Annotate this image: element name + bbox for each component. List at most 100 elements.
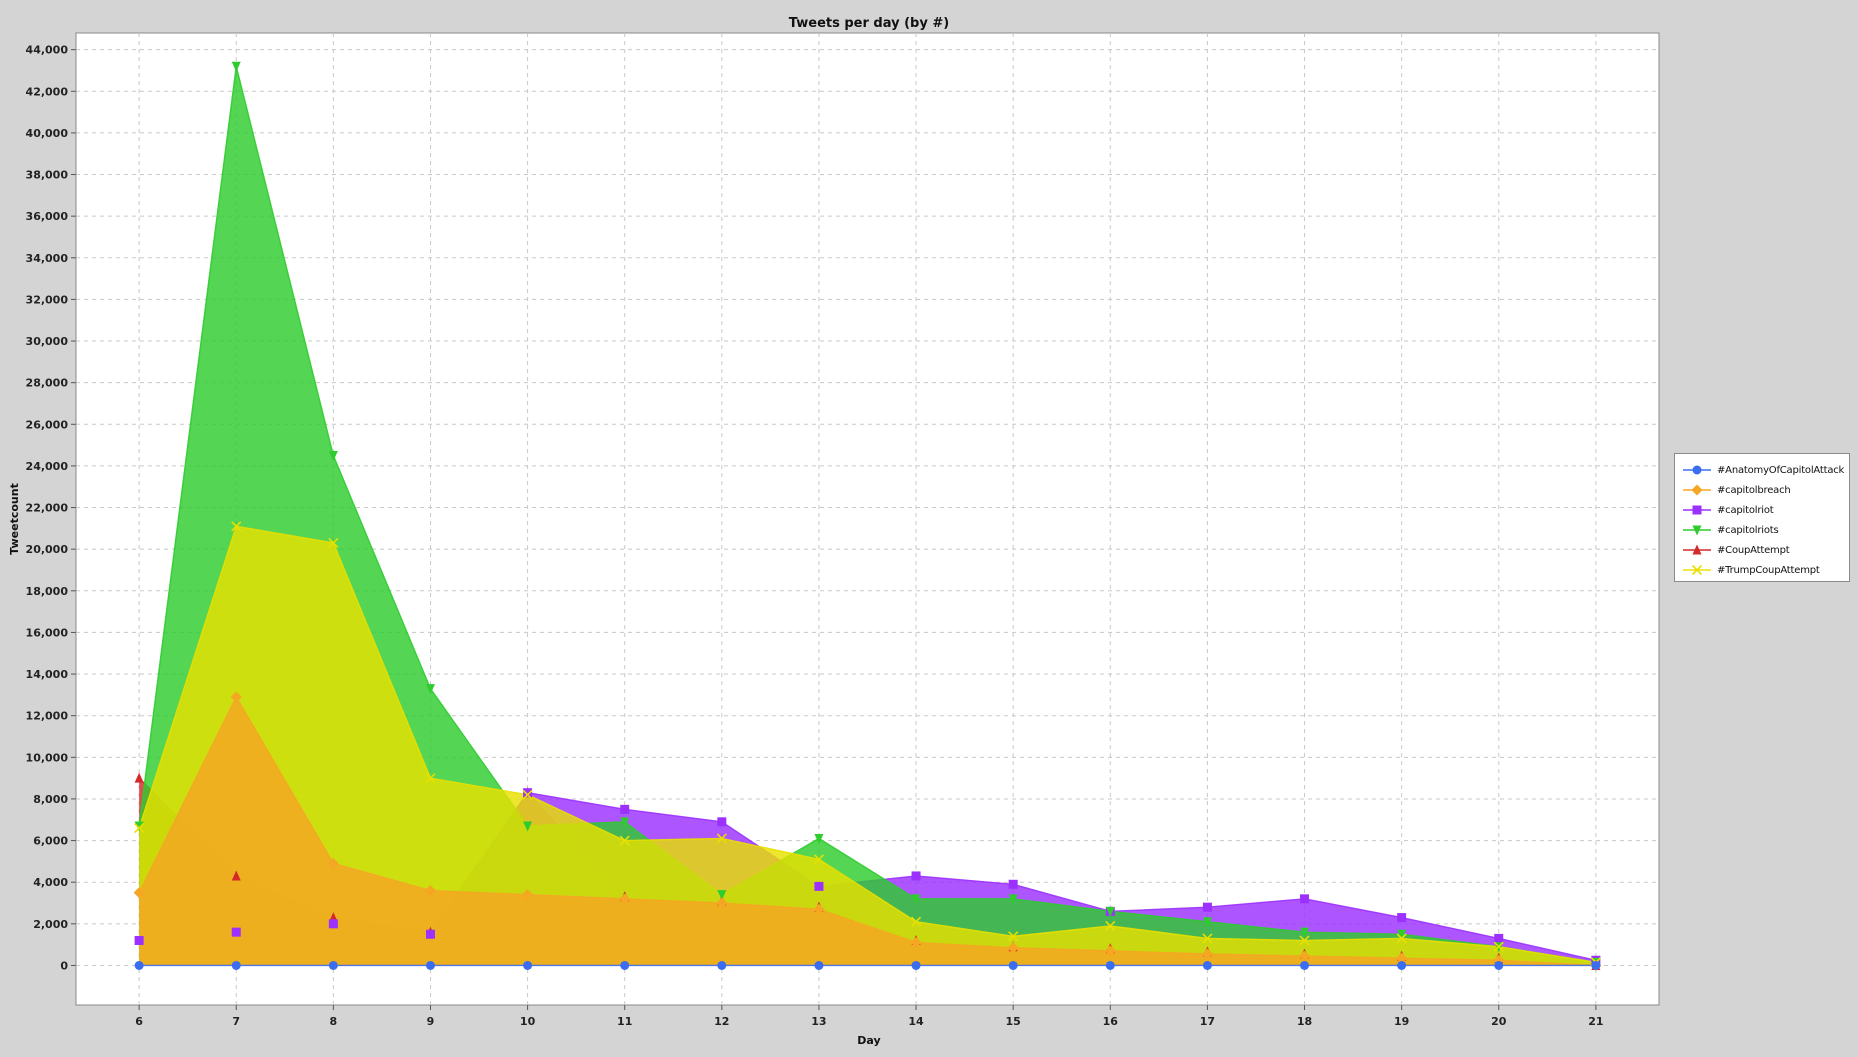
x-tick-label: 16 bbox=[1103, 1015, 1119, 1028]
y-tick-label: 36,000 bbox=[26, 210, 69, 223]
point-capitolbreach bbox=[230, 691, 242, 703]
point-capitolriots bbox=[231, 61, 241, 72]
point-capitolriot bbox=[717, 817, 727, 827]
point-capitolriots bbox=[425, 684, 435, 695]
point-capitolriot bbox=[814, 881, 824, 891]
point-capitolriots bbox=[1202, 917, 1212, 928]
point-capitolbreach bbox=[1299, 950, 1311, 962]
chart-title: Tweets per day (by #) bbox=[789, 16, 949, 31]
legend-label: #CoupAttempt bbox=[1717, 544, 1790, 556]
legend: #AnatomyOfCapitolAttack #capitolbreach #ca… bbox=[1674, 453, 1850, 582]
legend-swatch bbox=[1683, 564, 1711, 576]
y-tick-label: 20,000 bbox=[26, 543, 69, 556]
point-anatomy-of-capitol-attack bbox=[231, 960, 241, 970]
point-capitolriot bbox=[425, 929, 435, 939]
legend-swatch bbox=[1683, 544, 1711, 555]
legend-swatch-marker bbox=[1692, 544, 1702, 555]
point-trump-coup-attempt bbox=[1008, 931, 1019, 942]
point-anatomy-of-capitol-attack bbox=[911, 960, 921, 970]
y-tick-label: 16,000 bbox=[26, 626, 69, 639]
point-capitolbreach bbox=[716, 897, 728, 909]
y-axis-label: Tweetcount bbox=[8, 483, 21, 555]
legend-swatch-marker bbox=[1692, 465, 1702, 475]
y-tick-label: 18,000 bbox=[26, 585, 69, 598]
x-tick-label: 21 bbox=[1588, 1015, 1603, 1028]
point-capitolriot bbox=[620, 804, 630, 814]
y-tick-label: 6,000 bbox=[33, 835, 68, 848]
x-tick-label: 9 bbox=[427, 1015, 435, 1028]
point-trump-coup-attempt bbox=[231, 521, 242, 532]
point-capitolbreach bbox=[327, 857, 339, 869]
point-capitolbreach bbox=[813, 903, 825, 915]
legend-label: #capitolbreach bbox=[1717, 484, 1791, 496]
point-coup-attempt bbox=[231, 870, 241, 881]
legend-swatch-marker bbox=[1692, 525, 1702, 536]
point-capitolriot bbox=[1202, 902, 1212, 912]
point-capitolbreach bbox=[1201, 948, 1213, 960]
legend-swatch bbox=[1683, 484, 1711, 496]
x-tick-label: 10 bbox=[520, 1015, 536, 1028]
x-tick-label: 6 bbox=[135, 1015, 143, 1028]
point-anatomy-of-capitol-attack bbox=[620, 960, 630, 970]
y-tick-label: 34,000 bbox=[26, 252, 69, 265]
point-trump-coup-attempt bbox=[910, 916, 922, 927]
point-anatomy-of-capitol-attack bbox=[328, 960, 338, 970]
legend-item: #AnatomyOfCapitolAttack bbox=[1675, 460, 1851, 480]
point-coup-attempt bbox=[134, 772, 144, 783]
legend-swatch-marker bbox=[1691, 564, 1703, 576]
y-tick-label: 44,000 bbox=[26, 44, 69, 57]
point-capitolbreach bbox=[133, 887, 145, 899]
y-tick-label: 24,000 bbox=[26, 460, 69, 473]
area-trump-coup-attempt bbox=[139, 526, 1596, 966]
point-capitolriot bbox=[1397, 913, 1407, 923]
y-tick-label: 12,000 bbox=[26, 710, 69, 723]
y-tick-label: 30,000 bbox=[26, 335, 69, 348]
y-tick-label: 2,000 bbox=[33, 918, 68, 931]
point-anatomy-of-capitol-attack bbox=[1202, 960, 1212, 970]
legend-label: #capitolriots bbox=[1717, 524, 1779, 536]
point-capitolbreach bbox=[522, 889, 534, 901]
point-trump-coup-attempt bbox=[134, 823, 145, 834]
point-anatomy-of-capitol-attack bbox=[1397, 960, 1407, 970]
point-trump-coup-attempt bbox=[425, 773, 436, 784]
point-capitolriot bbox=[523, 788, 533, 798]
y-tick-label: 40,000 bbox=[26, 127, 69, 140]
point-trump-coup-attempt bbox=[1493, 941, 1504, 952]
point-anatomy-of-capitol-attack bbox=[1105, 960, 1115, 970]
point-capitolriots bbox=[328, 451, 338, 462]
y-tick-label: 8,000 bbox=[33, 793, 68, 806]
point-anatomy-of-capitol-attack bbox=[1591, 960, 1601, 970]
point-capitolriots bbox=[814, 833, 824, 844]
point-capitolbreach bbox=[1396, 952, 1408, 964]
point-trump-coup-attempt bbox=[1299, 935, 1310, 946]
legend-label: #TrumpCoupAttempt bbox=[1717, 564, 1820, 576]
point-capitolbreach bbox=[619, 893, 631, 905]
x-tick-label: 19 bbox=[1394, 1015, 1409, 1028]
point-trump-coup-attempt bbox=[1396, 933, 1407, 944]
legend-swatch bbox=[1683, 505, 1711, 515]
line-trump-coup-attempt bbox=[138, 525, 1596, 964]
point-capitolriot bbox=[1494, 933, 1504, 943]
point-capitolriots bbox=[1105, 906, 1115, 917]
point-anatomy-of-capitol-attack bbox=[1300, 960, 1310, 970]
point-anatomy-of-capitol-attack bbox=[1494, 960, 1504, 970]
point-capitolriots bbox=[1300, 927, 1310, 938]
x-tick-label: 7 bbox=[232, 1015, 240, 1028]
point-anatomy-of-capitol-attack bbox=[814, 960, 824, 970]
legend-swatch bbox=[1683, 525, 1711, 536]
point-capitolriot bbox=[328, 919, 338, 929]
legend-label: #capitolriot bbox=[1717, 504, 1774, 516]
point-trump-coup-attempt bbox=[716, 833, 727, 844]
point-trump-coup-attempt bbox=[522, 789, 533, 800]
y-tick-label: 10,000 bbox=[26, 751, 69, 764]
point-anatomy-of-capitol-attack bbox=[523, 960, 533, 970]
series-markers bbox=[133, 61, 1602, 971]
point-trump-coup-attempt bbox=[619, 835, 630, 846]
y-tick-label: 26,000 bbox=[26, 418, 69, 431]
line-capitolbreach bbox=[138, 695, 1596, 967]
x-tick-label: 8 bbox=[330, 1015, 338, 1028]
y-tick-label: 28,000 bbox=[26, 377, 69, 390]
axes: 0 2,000 4,000 6,000 8,000 10,000 12,000 14,000 1… bbox=[26, 44, 1604, 1028]
y-tick-label: 0 bbox=[60, 959, 68, 972]
